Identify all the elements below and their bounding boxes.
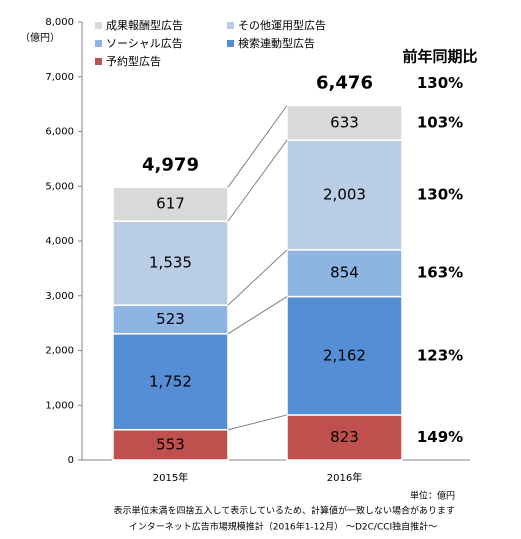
y-tick-label: 4,000 — [45, 236, 74, 247]
total-label: 6,476 — [316, 72, 373, 93]
value-label: 553 — [156, 435, 185, 453]
yoy-label: 123% — [417, 346, 463, 364]
legend-label: ソーシャル広告 — [106, 37, 183, 50]
value-label: 1,535 — [149, 254, 192, 272]
legend-swatch — [95, 40, 102, 47]
y-tick-label: 6,000 — [45, 127, 74, 138]
x-tick-label: 2016年 — [327, 471, 362, 484]
y-tick-label: 1,000 — [45, 400, 74, 411]
legend-swatch — [227, 40, 234, 47]
legend-label: 予約型広告 — [106, 54, 161, 68]
yoy-label: 130% — [417, 185, 463, 203]
bar-segment — [286, 139, 403, 251]
y-tick-label: 7,000 — [45, 72, 74, 83]
legend-swatch — [227, 22, 234, 29]
connector — [227, 296, 288, 335]
y-unit: （億円） — [20, 31, 60, 44]
bar-segment — [112, 220, 229, 306]
bar-segment — [112, 428, 229, 461]
legend-label: その他運用型広告 — [238, 18, 326, 32]
source: インターネット広告市場規模推計（2016年1-12月） ～D2C/CCI独自推計… — [129, 521, 437, 533]
value-label: 523 — [156, 310, 185, 328]
legend-swatch — [95, 22, 102, 29]
bar-segment — [286, 104, 403, 141]
value-label: 617 — [156, 195, 185, 213]
bar-segment — [112, 304, 229, 335]
y-tick-label: 2,000 — [45, 346, 74, 357]
connector — [227, 105, 288, 188]
y-tick-label: 3,000 — [45, 291, 74, 302]
yoy-label: 163% — [417, 264, 463, 282]
connector — [227, 249, 288, 306]
yoy-label: 149% — [417, 428, 463, 446]
yoy-label: 103% — [417, 113, 463, 131]
total-yoy-label: 130% — [417, 74, 463, 92]
x-tick-label: 2015年 — [153, 471, 188, 484]
bar-segment — [112, 186, 229, 222]
connector — [227, 139, 288, 222]
legend-swatch — [95, 58, 102, 65]
total-label: 4,979 — [142, 154, 199, 175]
rounding-note: 表示単位未満を四捨五入して表示しているため、計算値が一致しない場合があります — [114, 505, 455, 517]
yoy-title: 前年同期比 — [402, 48, 477, 66]
legend-label: 検索連動型広告 — [238, 36, 315, 50]
unit-note: 単位：億円 — [410, 490, 455, 502]
y-tick-label: 5,000 — [45, 181, 74, 192]
value-label: 2,162 — [323, 346, 366, 364]
value-label: 854 — [330, 264, 359, 282]
connector — [227, 414, 288, 431]
legend-label: 成果報酬型広告 — [106, 18, 183, 32]
value-label: 823 — [330, 428, 359, 446]
y-tick-label: 8,000 — [45, 17, 74, 28]
value-label: 1,752 — [149, 372, 192, 390]
bar-segment — [112, 333, 229, 431]
y-tick-label: 0 — [68, 455, 74, 466]
value-label: 2,003 — [323, 185, 366, 203]
value-label: 633 — [330, 113, 359, 131]
